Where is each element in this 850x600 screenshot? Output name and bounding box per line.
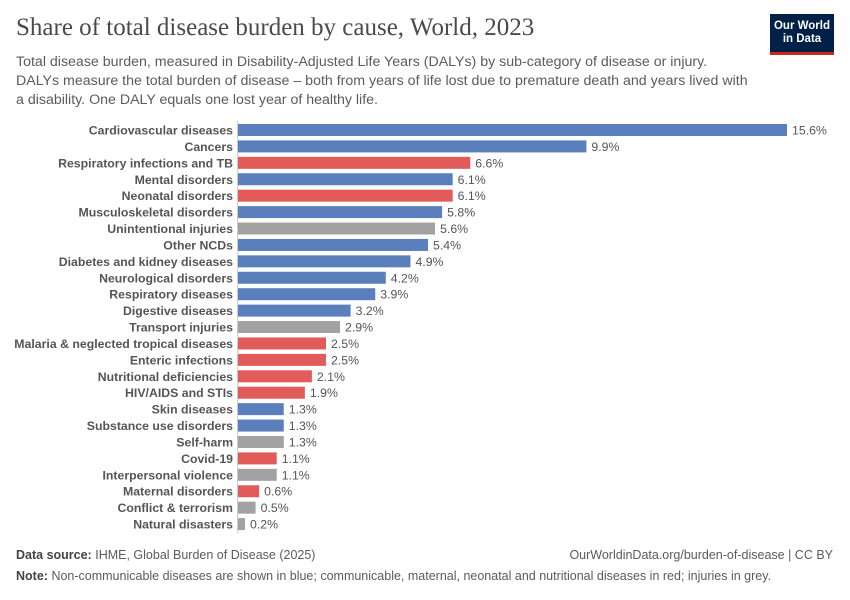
category-label: Substance use disorders — [87, 419, 233, 433]
bar[interactable] — [238, 468, 277, 481]
value-label: 5.8% — [447, 206, 475, 220]
bar[interactable] — [238, 419, 284, 432]
logo-line-2: in Data — [782, 33, 822, 45]
bar[interactable] — [238, 222, 436, 235]
category-label: Cardiovascular diseases — [89, 124, 233, 138]
value-label: 15.6% — [792, 124, 827, 138]
category-label: Maternal disorders — [123, 485, 233, 499]
chart-subtitle: Total disease burden, measured in Disabi… — [16, 54, 748, 108]
value-label: 1.3% — [289, 419, 317, 433]
bar[interactable] — [238, 124, 787, 136]
bar[interactable] — [238, 206, 443, 219]
value-label: 1.9% — [310, 386, 338, 400]
category-label: Neurological disorders — [99, 271, 233, 285]
source-url[interactable]: OurWorldinData.org/burden-of-disease | C… — [569, 548, 833, 562]
note-label: Note: — [16, 569, 48, 583]
bar[interactable] — [238, 140, 587, 153]
bar[interactable] — [238, 403, 284, 416]
bar[interactable] — [238, 386, 305, 399]
value-label: 6.6% — [475, 156, 503, 170]
category-label: Neonatal disorders — [122, 189, 234, 203]
value-label: 5.6% — [440, 222, 468, 236]
owid-logo[interactable]: Our World in Data — [770, 14, 834, 55]
category-label: Natural disasters — [133, 518, 233, 532]
category-label: Nutritional deficiencies — [98, 370, 233, 384]
chart-title: Share of total disease burden by cause, … — [16, 14, 535, 41]
bar[interactable] — [238, 173, 453, 186]
value-label: 4.9% — [415, 255, 443, 269]
value-label: 6.1% — [458, 173, 486, 187]
bar[interactable] — [238, 288, 376, 301]
value-label: 4.2% — [391, 271, 419, 285]
bar[interactable] — [238, 304, 351, 317]
bar[interactable] — [238, 370, 312, 383]
logo-line-1: Our World — [773, 20, 830, 32]
category-label: Unintentional injuries — [107, 222, 233, 236]
value-label: 1.3% — [289, 435, 317, 449]
bar-chart: Cardiovascular diseases 15.6% Cancers 9.9% R… — [14, 121, 827, 534]
category-label: Other NCDs — [163, 238, 233, 252]
category-label: Transport injuries — [129, 321, 233, 335]
category-label: Cancers — [184, 140, 233, 154]
bar[interactable] — [238, 238, 429, 251]
bar[interactable] — [238, 337, 326, 350]
category-label: Enteric infections — [130, 353, 233, 367]
value-label: 1.1% — [282, 468, 310, 482]
note-text: Non-communicable diseases are shown in b… — [51, 569, 772, 583]
value-label: 3.9% — [380, 288, 408, 302]
bar[interactable] — [238, 271, 386, 284]
category-label: Skin diseases — [152, 403, 234, 417]
category-label: Interpersonal violence — [102, 468, 233, 482]
bar[interactable] — [238, 353, 326, 366]
value-label: 0.6% — [264, 485, 292, 499]
value-label: 6.1% — [458, 189, 486, 203]
category-label: Covid-19 — [181, 452, 233, 466]
category-label: Malaria & neglected tropical diseases — [14, 337, 233, 351]
bar[interactable] — [238, 189, 453, 202]
data-source: Data source: IHME, Global Burden of Dise… — [16, 548, 315, 562]
source-text[interactable]: IHME, Global Burden of Disease (2025) — [95, 548, 316, 562]
value-label: 9.9% — [591, 140, 619, 154]
bar[interactable] — [238, 518, 246, 531]
value-label: 2.9% — [345, 321, 373, 335]
bar[interactable] — [238, 435, 284, 448]
bar[interactable] — [238, 255, 411, 268]
category-label: Diabetes and kidney diseases — [59, 255, 233, 269]
note: Note: Non-communicable diseases are show… — [16, 569, 771, 583]
value-label: 0.5% — [261, 501, 289, 515]
value-label: 2.5% — [331, 337, 359, 351]
category-label: Self-harm — [176, 435, 233, 449]
category-label: Respiratory infections and TB — [58, 156, 233, 170]
category-label: HIV/AIDS and STIs — [125, 386, 233, 400]
value-label: 5.4% — [433, 238, 461, 252]
category-label: Conflict & terrorism — [118, 501, 234, 515]
value-label: 3.2% — [356, 304, 384, 318]
value-label: 2.1% — [317, 370, 345, 384]
bar[interactable] — [238, 485, 260, 498]
value-label: 1.1% — [282, 452, 310, 466]
category-label: Digestive diseases — [123, 304, 233, 318]
category-label: Musculoskeletal disorders — [79, 206, 234, 220]
category-label: Respiratory diseases — [109, 288, 233, 302]
category-label: Mental disorders — [135, 173, 234, 187]
value-label: 2.5% — [331, 353, 359, 367]
bar[interactable] — [238, 452, 277, 465]
value-label: 1.3% — [289, 403, 317, 417]
source-label: Data source: — [16, 548, 92, 562]
bar[interactable] — [238, 321, 341, 334]
bar[interactable] — [238, 156, 471, 169]
value-label: 0.2% — [250, 518, 278, 532]
bar[interactable] — [238, 501, 256, 514]
